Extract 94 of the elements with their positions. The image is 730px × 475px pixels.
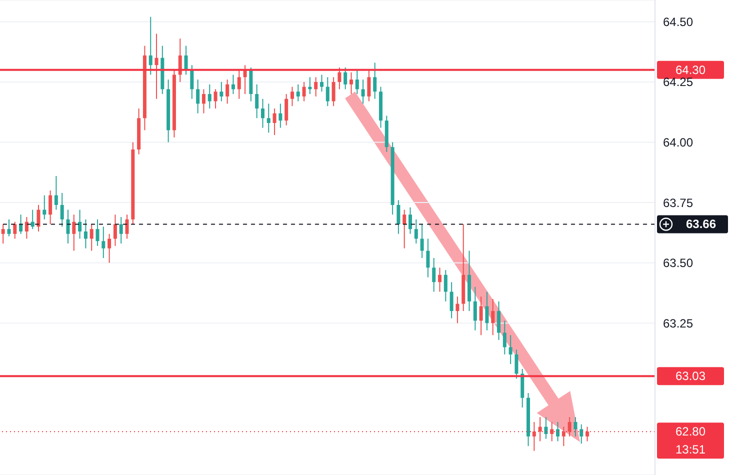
candlestick bbox=[568, 416, 572, 437]
candlestick bbox=[255, 84, 259, 119]
ref-line-label: 62.80 bbox=[675, 424, 706, 439]
candlestick bbox=[491, 298, 495, 336]
candlestick bbox=[84, 218, 88, 249]
candlestick bbox=[586, 426, 590, 442]
candlestick bbox=[60, 192, 64, 228]
candlestick bbox=[408, 206, 412, 234]
candlestick bbox=[414, 218, 418, 244]
ref-line-label: 63.03 bbox=[675, 369, 706, 384]
candlestick bbox=[54, 176, 58, 210]
candlestick bbox=[402, 209, 406, 249]
candlestick bbox=[361, 79, 365, 104]
candlestick bbox=[220, 81, 224, 102]
candlestick bbox=[562, 426, 566, 447]
candlestick bbox=[485, 291, 489, 331]
candlestick bbox=[184, 45, 188, 76]
candlestick bbox=[1, 224, 5, 244]
candlestick bbox=[326, 76, 330, 107]
candlestick bbox=[580, 424, 584, 444]
candlestick bbox=[90, 224, 94, 252]
candlestick bbox=[420, 224, 424, 258]
candlestick bbox=[119, 216, 123, 244]
candlestick bbox=[24, 216, 28, 240]
y-tick-label: 63.75 bbox=[663, 196, 694, 210]
candlestick bbox=[48, 190, 52, 225]
y-tick-label: 64.50 bbox=[663, 14, 694, 29]
candlestick bbox=[284, 94, 288, 126]
candlestick bbox=[113, 214, 117, 246]
candlestick bbox=[320, 74, 324, 92]
candlestick bbox=[78, 209, 82, 240]
candlestick bbox=[574, 416, 578, 437]
candlestick bbox=[30, 209, 34, 230]
candlestick bbox=[550, 421, 554, 442]
candlestick bbox=[556, 421, 560, 442]
ref-line-label: 63.66 bbox=[686, 217, 716, 232]
candlestick bbox=[456, 296, 460, 324]
candlestick bbox=[96, 218, 100, 246]
candlestick bbox=[13, 221, 17, 240]
candlestick bbox=[296, 84, 300, 102]
candlestick bbox=[208, 84, 212, 110]
candlestick bbox=[497, 300, 501, 340]
candlestick bbox=[544, 416, 548, 440]
candlestick bbox=[66, 209, 70, 244]
candlestick bbox=[367, 69, 371, 102]
candlestick bbox=[266, 103, 270, 134]
candlestick bbox=[272, 108, 276, 136]
candlestick bbox=[102, 226, 106, 258]
candlestick bbox=[154, 33, 158, 100]
candlestick bbox=[190, 64, 194, 100]
candlestick bbox=[196, 79, 200, 114]
y-tick-label: 64.25 bbox=[663, 75, 694, 90]
candlestick bbox=[450, 282, 454, 319]
candlestick bbox=[438, 267, 442, 292]
candlestick bbox=[226, 79, 230, 104]
candlestick bbox=[432, 257, 436, 292]
candlestick bbox=[7, 218, 11, 237]
candlestick bbox=[36, 204, 40, 232]
candlestick bbox=[237, 69, 241, 100]
candlestick bbox=[125, 214, 129, 240]
candlestick bbox=[260, 98, 264, 128]
candlestick bbox=[302, 81, 306, 102]
candlestick bbox=[479, 296, 483, 336]
candlestick bbox=[72, 214, 76, 252]
candlestick bbox=[355, 69, 359, 95]
candlestick bbox=[338, 67, 342, 90]
candlestick bbox=[473, 286, 477, 331]
candlestick bbox=[202, 88, 206, 114]
candlestick bbox=[314, 76, 318, 97]
candlestick bbox=[426, 238, 430, 278]
candlestick bbox=[373, 62, 377, 100]
candlestick bbox=[231, 74, 235, 95]
y-tick-label: 63.25 bbox=[663, 316, 694, 330]
candlestick bbox=[108, 233, 112, 264]
candlestick bbox=[396, 200, 400, 234]
candlestick bbox=[349, 72, 353, 95]
y-tick-label: 63.50 bbox=[663, 256, 694, 270]
candlestick bbox=[344, 67, 348, 90]
candlestick bbox=[148, 16, 152, 76]
candlestick bbox=[278, 103, 282, 128]
candlestick bbox=[502, 320, 506, 355]
candlestick bbox=[538, 416, 542, 442]
candlestick bbox=[214, 88, 218, 110]
y-tick-label: 64.00 bbox=[663, 136, 694, 150]
candlestick bbox=[332, 76, 336, 107]
candlestick bbox=[290, 86, 294, 107]
candlestick bbox=[444, 270, 448, 302]
candlestick bbox=[42, 194, 46, 220]
text: 13:51 bbox=[675, 442, 706, 457]
candlestick bbox=[532, 421, 536, 452]
candlestick bbox=[19, 214, 23, 234]
ref-line-label: 64.30 bbox=[675, 62, 706, 77]
candlestick bbox=[508, 334, 512, 365]
candlestick bbox=[514, 349, 518, 380]
